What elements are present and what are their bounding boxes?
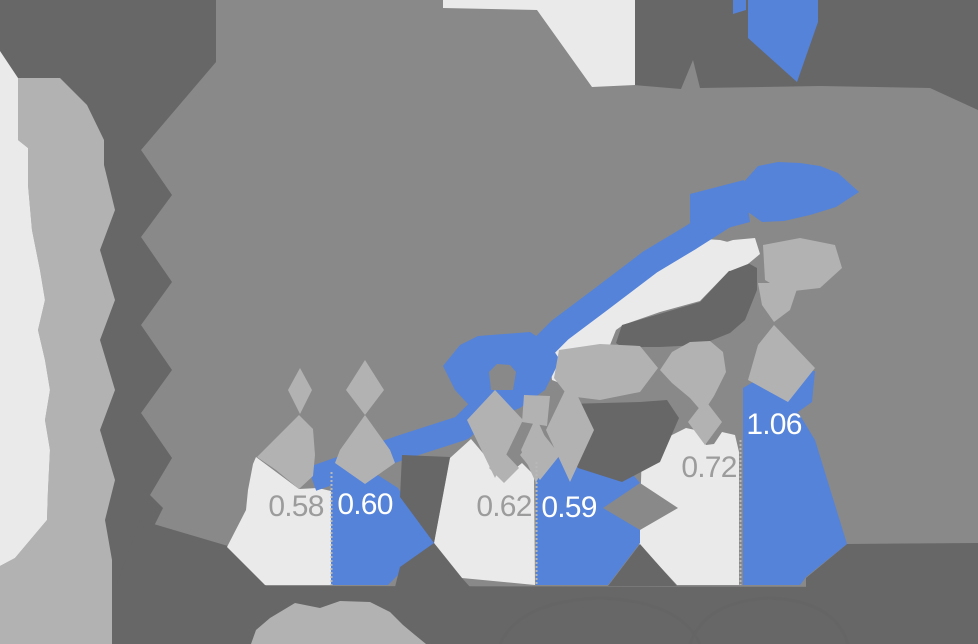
svg-text:0.62: 0.62	[476, 490, 531, 523]
svg-text:0.59: 0.59	[541, 491, 596, 524]
svg-text:0.72: 0.72	[681, 451, 736, 484]
svg-text:0.58: 0.58	[268, 490, 323, 523]
svg-text:0.60: 0.60	[337, 488, 392, 521]
svg-text:1.06: 1.06	[746, 408, 801, 441]
